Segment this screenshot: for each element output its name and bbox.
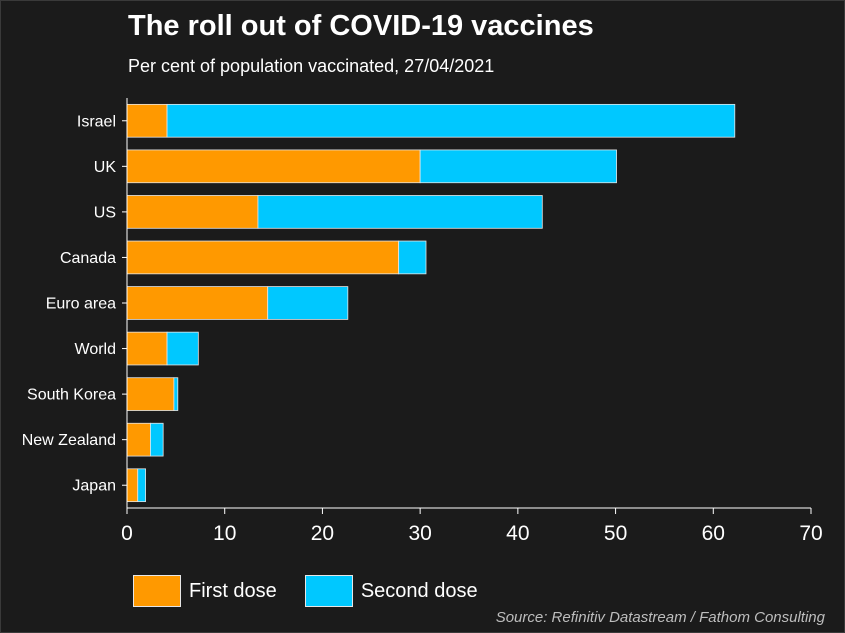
chart-title: The roll out of COVID-19 vaccines [128,10,594,42]
y-tick-label: South Korea [27,387,116,404]
bar-second-dose-world [166,331,199,366]
bar-first-dose-us [126,195,259,229]
y-tick-label: Canada [60,250,116,267]
bar-second-dose-us [257,195,543,229]
y-tick-label: Japan [72,478,116,495]
chart-subtitle: Per cent of population vaccinated, 27/04… [128,56,495,76]
bar-second-dose-euro-area [267,286,349,320]
y-tick-label: World [75,341,117,358]
legend-swatch-first-dose [133,575,181,607]
x-tick-label: 0 [121,522,133,545]
x-tick-label: 50 [604,522,627,545]
legend-item-first-dose: First dose [133,575,277,607]
bar-first-dose-world [126,331,168,366]
legend-label-first-dose: First dose [189,579,277,602]
bar-first-dose-euro-area [126,286,269,320]
legend-swatch-second-dose [304,575,353,607]
source-note: Source: Refinitiv Datastream / Fathom Co… [495,609,825,626]
legend-item-second-dose: Second dose [304,575,478,607]
bar-first-dose-japan [126,468,139,503]
bar-second-dose-uk [419,149,617,184]
x-tick-label: 70 [799,522,822,545]
y-tick-label: US [94,204,116,221]
bar-first-dose-new-zealand [126,422,151,457]
bar-second-dose-south-korea [173,377,179,411]
legend-label-second-dose: Second dose [360,579,478,602]
bar-second-dose-japan [137,468,146,503]
legend: First dose Second dose [133,574,506,608]
y-tick-label: Israel [77,113,116,130]
x-tick-label: 20 [311,522,334,545]
bar-first-dose-south-korea [126,377,175,411]
bar-first-dose-uk [126,149,421,184]
y-tick-label: New Zealand [22,432,116,449]
y-tick-label: Euro area [46,296,116,313]
x-tick-label: 30 [408,522,431,545]
x-tick-label: 10 [213,522,236,545]
x-tick-label: 60 [702,522,725,545]
bar-second-dose-canada [398,240,427,275]
bar-second-dose-israel [166,103,736,138]
bar-first-dose-israel [126,103,168,138]
bar-second-dose-new-zealand [150,422,164,457]
x-tick-label: 40 [506,522,529,545]
bar-first-dose-canada [126,240,400,275]
y-tick-label: UK [94,159,117,176]
